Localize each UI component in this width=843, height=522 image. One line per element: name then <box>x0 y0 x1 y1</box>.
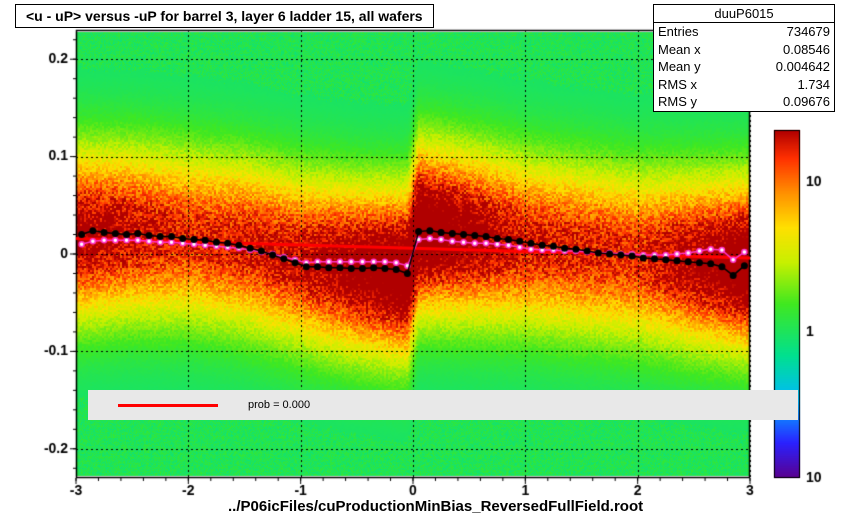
stats-box: duuP6015 Entries734679Mean x0.08546Mean … <box>653 4 835 112</box>
stat-row: Mean x0.08546 <box>654 41 834 59</box>
legend-text: prob = 0.000 <box>248 399 310 411</box>
file-path-label: ../P06icFiles/cuProductionMinBias_Revers… <box>228 498 643 515</box>
fit-legend: prob = 0.000 <box>88 390 798 420</box>
stat-row: Entries734679 <box>654 23 834 41</box>
stat-row: RMS x1.734 <box>654 76 834 94</box>
stat-row: RMS y0.09676 <box>654 93 834 111</box>
stat-row: Mean y0.004642 <box>654 58 834 76</box>
plot-title: <u - uP> versus -uP for barrel 3, layer … <box>15 4 434 28</box>
legend-line-sample <box>118 404 218 407</box>
stats-name: duuP6015 <box>654 5 834 23</box>
